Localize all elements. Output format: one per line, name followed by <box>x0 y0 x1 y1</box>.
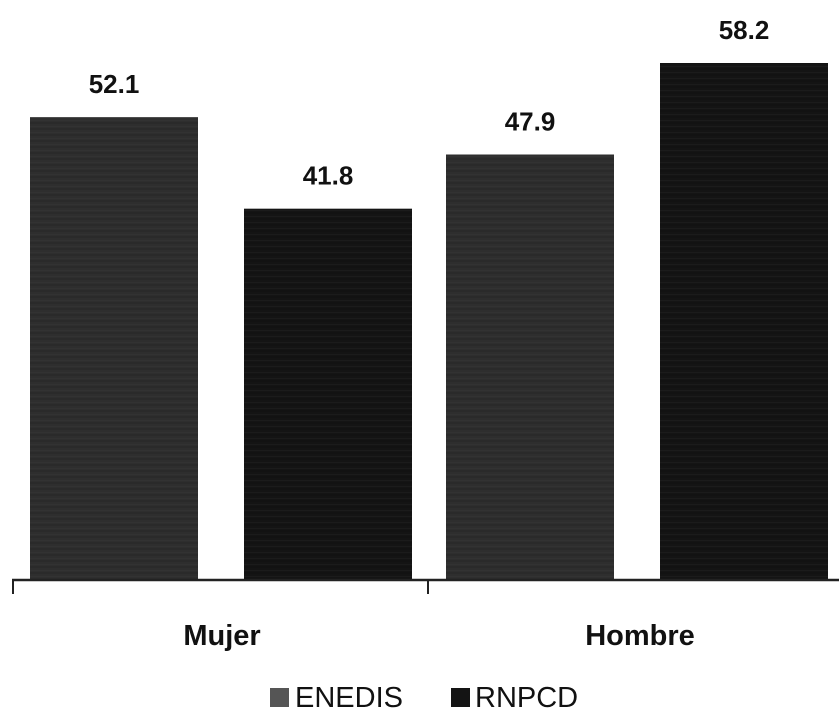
legend-label-rnpcd: RNPCD <box>475 682 578 714</box>
value-label-rnpcd-mujer: 41.8 <box>303 161 354 191</box>
legend: ENEDIS RNPCD <box>270 682 578 714</box>
bars-group <box>30 63 828 581</box>
value-label-rnpcd-hombre: 58.2 <box>719 15 770 45</box>
value-labels-group: 52.1 41.8 47.9 58.2 <box>89 15 770 191</box>
category-labels-group: Mujer Hombre <box>183 620 694 652</box>
category-label-mujer: Mujer <box>183 620 260 652</box>
bar-texture-enedis-mujer <box>30 117 198 580</box>
legend-label-enedis: ENEDIS <box>295 682 403 714</box>
legend-swatch-enedis <box>270 688 289 707</box>
bar-texture-rnpcd-hombre <box>660 63 828 580</box>
legend-swatch-rnpcd <box>451 688 470 707</box>
bar-texture-rnpcd-mujer <box>244 208 412 581</box>
category-label-hombre: Hombre <box>585 620 695 652</box>
value-label-enedis-hombre: 47.9 <box>505 106 556 136</box>
bar-texture-enedis-hombre <box>446 154 614 580</box>
value-label-enedis-mujer: 52.1 <box>89 69 140 99</box>
